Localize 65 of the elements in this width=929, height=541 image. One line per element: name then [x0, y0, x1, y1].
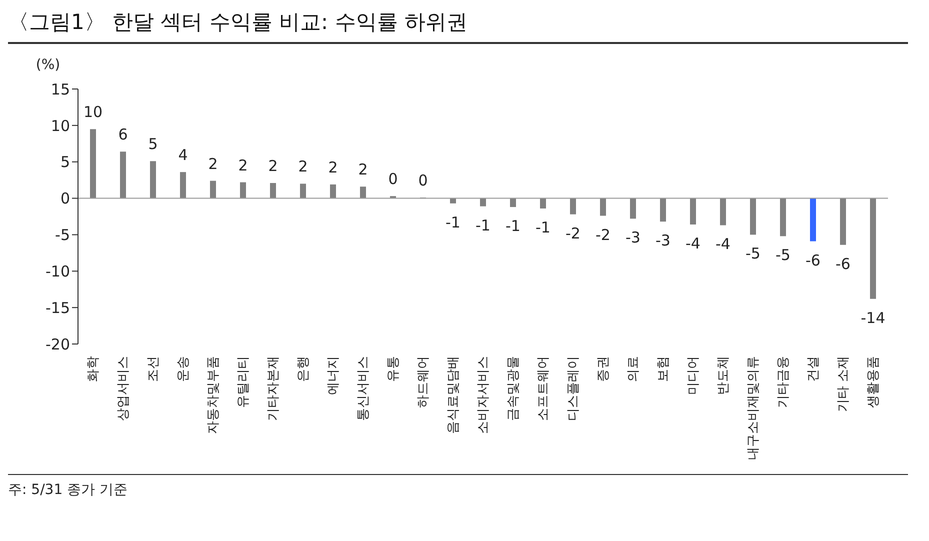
data-label: -1	[506, 217, 520, 236]
y-tick-label: -20	[46, 335, 70, 354]
data-label: -3	[656, 232, 670, 250]
y-tick-label: -5	[55, 226, 70, 244]
data-label: -2	[566, 224, 580, 242]
data-label: -2	[596, 226, 610, 244]
data-label: -1	[536, 218, 550, 236]
x-tick-label: 은행	[296, 356, 311, 382]
data-label: -1	[476, 216, 490, 234]
y-tick-label: 5	[60, 153, 70, 172]
x-tick-label: 디스플레이	[566, 356, 581, 421]
data-label: -6	[806, 251, 820, 270]
x-tick-label: 증권	[596, 356, 611, 382]
data-label: -1	[446, 213, 460, 232]
x-tick-label: 음식료및담배	[446, 356, 461, 434]
data-label: 2	[238, 156, 248, 174]
x-tick-label: 운송	[176, 356, 191, 382]
x-tick-label: 보험	[656, 356, 671, 382]
y-tick-label: 15	[50, 80, 70, 98]
x-tick-label: 기타금융	[776, 356, 791, 408]
x-tick-label: 의료	[626, 356, 641, 382]
y-tick-label: -10	[46, 262, 70, 280]
x-tick-label: 기타자본재	[266, 356, 281, 421]
x-tick-label: 에너지	[326, 356, 341, 395]
data-label: 10	[83, 103, 103, 122]
data-label: 2	[328, 158, 338, 176]
x-tick-label: 내구소비재및의류	[746, 356, 761, 460]
x-tick-label: 소프트웨어	[536, 356, 551, 421]
x-tick-label: 미디어	[686, 356, 701, 395]
data-label: 2	[358, 160, 368, 179]
data-label: 0	[418, 172, 428, 190]
data-label: -4	[686, 234, 700, 253]
x-tick-label: 기타 소재	[836, 356, 851, 412]
y-axis-title: (%)	[36, 57, 60, 73]
y-tick-label: -15	[46, 298, 70, 317]
data-label: 2	[268, 156, 278, 175]
data-label: 4	[178, 146, 188, 164]
text: 주: 5/31 종가 기준	[8, 481, 129, 499]
x-tick-label: 금속및광물	[506, 356, 521, 421]
x-tick-label: 유틸리티	[236, 356, 251, 408]
x-tick-label: 상업서비스	[116, 356, 131, 421]
x-tick-label: 반도체	[716, 356, 731, 395]
data-label: -5	[746, 244, 760, 263]
data-label: -14	[860, 308, 886, 327]
data-label: 2	[298, 158, 308, 176]
x-tick-label: 통신서비스	[356, 356, 371, 421]
data-label: 2	[208, 154, 218, 173]
data-label: -6	[836, 254, 850, 273]
y-tick-label: 0	[60, 190, 70, 208]
data-label: -5	[776, 246, 790, 264]
x-tick-label: 소비자서비스	[476, 356, 491, 434]
x-tick-label: 자동차및부품	[206, 356, 221, 434]
x-tick-label: 하드웨어	[416, 356, 431, 408]
y-tick-label: 10	[50, 116, 70, 135]
data-label: 0	[388, 170, 398, 188]
data-label: -3	[626, 228, 640, 247]
data-label: 6	[118, 126, 128, 144]
x-tick-label: 조선	[146, 356, 161, 382]
chart-title: 〈그림1〉 한달 섹터 수익률 비교: 수익률 하위권	[8, 8, 908, 44]
data-label: -4	[716, 235, 730, 254]
x-tick-label: 생활용품	[866, 356, 881, 408]
x-tick-label: 유통	[386, 356, 401, 382]
x-tick-label: 건설	[806, 356, 821, 382]
x-tick-label: 화학	[86, 356, 101, 382]
data-label: 5	[148, 135, 158, 154]
